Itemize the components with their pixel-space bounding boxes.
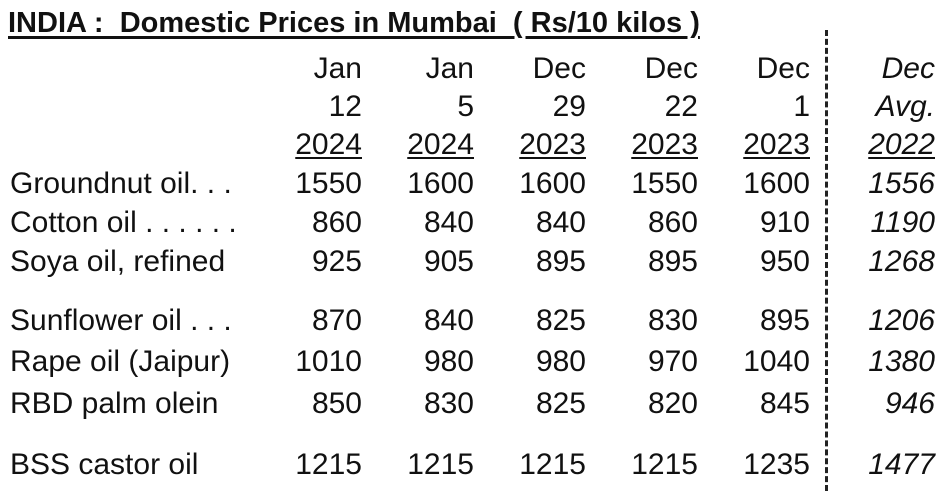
row-label: Cotton oil . . . . . . (10, 206, 237, 239)
price-cell: 1268 (868, 245, 935, 278)
price-cell: 870 (311, 304, 362, 337)
price-cell: 895 (535, 245, 586, 278)
column-header: 29 (552, 90, 586, 123)
price-cell: 1600 (519, 167, 586, 200)
price-cell: 1040 (743, 345, 810, 378)
price-cell: 1215 (519, 448, 586, 481)
price-cell: 980 (423, 345, 474, 378)
price-cell: 1477 (868, 448, 935, 481)
price-cell: 925 (311, 245, 362, 278)
price-cell: 1235 (743, 448, 810, 481)
table-title: INDIA : Domestic Prices in Mumbai ( Rs/1… (8, 7, 700, 39)
price-cell: 860 (311, 206, 362, 239)
column-header: Dec (532, 52, 586, 85)
price-cell: 825 (535, 304, 586, 337)
column-header: 2024 (407, 128, 474, 161)
column-header: Jan (313, 52, 362, 85)
price-cell: 1010 (295, 345, 362, 378)
price-cell: 1215 (295, 448, 362, 481)
price-cell: 1550 (295, 167, 362, 200)
column-header: Avg. (875, 90, 936, 123)
column-header: 1 (793, 90, 810, 123)
price-cell: 1190 (870, 206, 935, 239)
price-cell: 830 (647, 304, 698, 337)
price-cell: 946 (884, 387, 935, 420)
column-header: 12 (328, 90, 362, 123)
column-header: 2023 (743, 128, 810, 161)
price-cell: 1550 (631, 167, 698, 200)
price-cell: 895 (647, 245, 698, 278)
price-cell: 1215 (407, 448, 474, 481)
row-label: RBD palm olein (10, 387, 219, 420)
column-header: 22 (664, 90, 698, 123)
column-header: 2023 (631, 128, 698, 161)
price-cell: 840 (535, 206, 586, 239)
price-cell: 845 (759, 387, 810, 420)
price-cell: 1206 (868, 304, 935, 337)
price-cell: 860 (647, 206, 698, 239)
price-cell: 825 (535, 387, 586, 420)
row-label: Soya oil, refined (10, 245, 226, 278)
price-cell: 1600 (407, 167, 474, 200)
column-header: 2022 (868, 128, 935, 161)
price-cell: 895 (759, 304, 810, 337)
price-cell: 1556 (868, 167, 935, 200)
price-cell: 980 (535, 345, 586, 378)
price-cell: 1600 (743, 167, 810, 200)
column-header: 2023 (519, 128, 586, 161)
column-header: Dec (881, 52, 935, 85)
column-header: 5 (457, 90, 474, 123)
price-cell: 950 (759, 245, 810, 278)
price-cell: 830 (423, 387, 474, 420)
price-cell: 820 (647, 387, 698, 420)
price-cell: 910 (759, 206, 810, 239)
column-header: Dec (756, 52, 810, 85)
price-cell: 905 (423, 245, 474, 278)
price-cell: 1380 (868, 345, 935, 378)
column-header: Jan (425, 52, 474, 85)
column-header: Dec (644, 52, 698, 85)
row-label: Sunflower oil . . . (10, 304, 232, 337)
price-cell: 840 (423, 304, 474, 337)
price-cell: 840 (423, 206, 474, 239)
price-cell: 970 (647, 345, 698, 378)
price-cell: 1215 (631, 448, 698, 481)
row-label: BSS castor oil (10, 448, 199, 481)
row-label: Groundnut oil. . . (10, 167, 232, 200)
row-label: Rape oil (Jaipur) (10, 345, 231, 378)
price-cell: 850 (311, 387, 362, 420)
column-divider (825, 30, 828, 491)
column-header: 2024 (295, 128, 362, 161)
